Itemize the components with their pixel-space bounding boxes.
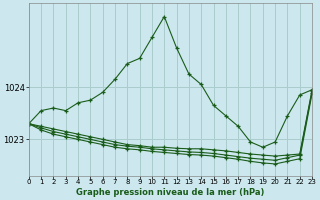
X-axis label: Graphe pression niveau de la mer (hPa): Graphe pression niveau de la mer (hPa) xyxy=(76,188,265,197)
